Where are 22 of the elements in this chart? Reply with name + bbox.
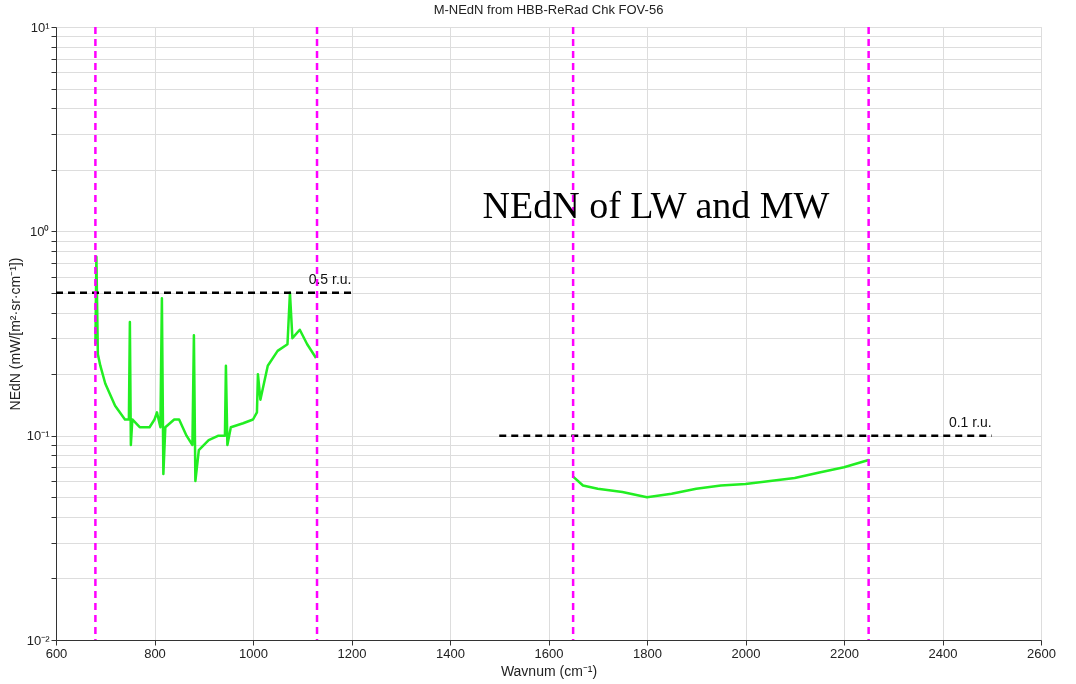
x-tick-label: 1000 bbox=[239, 645, 268, 661]
annotation: 0.1 r.u. bbox=[948, 413, 992, 430]
y-axis-title: NEdN (mW/[m²·sr·cm⁻¹]) bbox=[6, 257, 23, 411]
x-tick-label: 1400 bbox=[436, 645, 465, 661]
x-tick-label: 2600 bbox=[1027, 645, 1056, 661]
y-tick-label: 10⁰ bbox=[30, 223, 50, 239]
x-tick-label: 800 bbox=[144, 645, 166, 661]
x-tick-label: 2000 bbox=[731, 645, 761, 661]
chart-title: M-NEdN from HBB-ReRad Chk FOV-56 bbox=[433, 2, 664, 17]
line-series bbox=[571, 458, 870, 499]
x-tick-label: 1600 bbox=[534, 645, 564, 661]
y-tick-label: 10⁻¹ bbox=[26, 428, 51, 444]
y-tick-label: 10⁻² bbox=[26, 632, 51, 648]
x-tick-label: 1800 bbox=[633, 645, 662, 661]
x-tick-label: 1200 bbox=[337, 645, 367, 661]
annotation: 0.5 r.u. bbox=[308, 270, 352, 287]
y-tick-label: 10¹ bbox=[30, 19, 51, 35]
x-tick-label: 600 bbox=[45, 645, 68, 661]
x-axis-title: Wavnum (cm⁻¹) bbox=[500, 662, 598, 679]
x-tick-label: 2200 bbox=[830, 645, 859, 661]
annotation: NEdN of LW and MW bbox=[482, 184, 830, 226]
x-tick-label: 2400 bbox=[928, 645, 958, 661]
